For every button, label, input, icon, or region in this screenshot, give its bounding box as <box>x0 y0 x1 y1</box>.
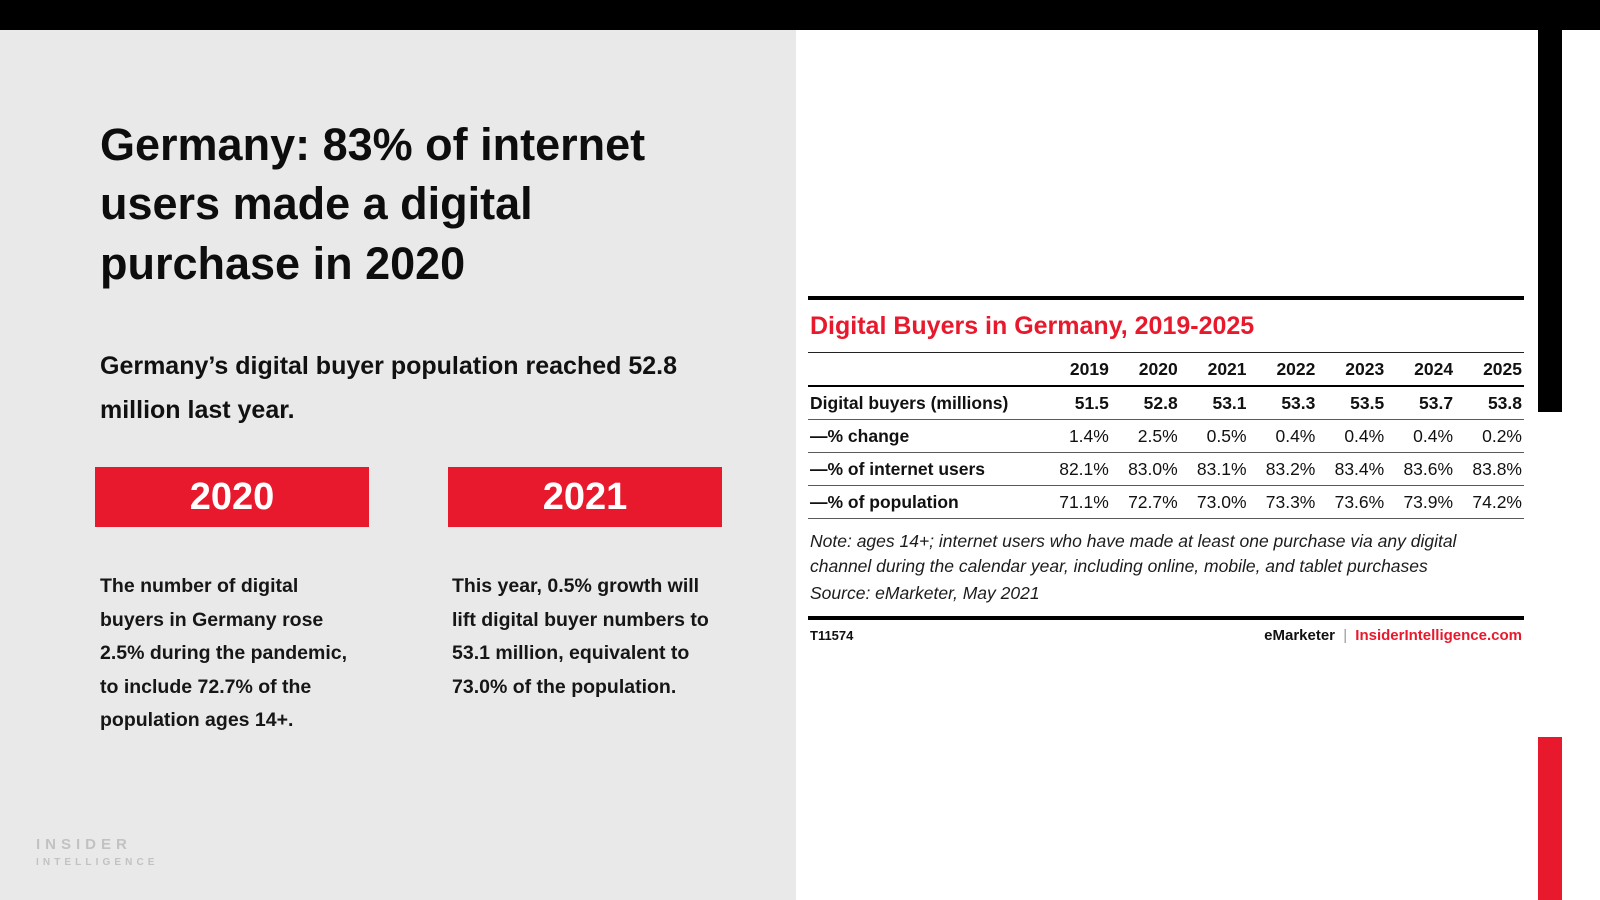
table-value-cell: 83.1% <box>1196 459 1247 479</box>
chart-title: Digital Buyers in Germany, 2019-2025 <box>808 300 1524 353</box>
badge-2020-description: The number of digital buyers in Germany … <box>100 575 348 732</box>
table-header-row: 2019 2020 2021 2022 2023 2024 2025 <box>808 353 1524 386</box>
table-value-cell: 73.6% <box>1334 492 1385 512</box>
subtitle: Germany’s digital buyer population reach… <box>100 352 678 424</box>
row-label: —% change <box>810 426 910 446</box>
page-title: Germany: 83% of internet users made a di… <box>100 119 646 289</box>
year-column-header: 2022 <box>1276 359 1316 379</box>
table-value-cell: 52.8 <box>1143 393 1178 413</box>
right-black-accent-strip <box>1538 0 1562 412</box>
table-value-cell: 73.9% <box>1403 492 1454 512</box>
chart-top-rule <box>808 296 1524 300</box>
table-value-cell: 2.5% <box>1137 426 1178 446</box>
table-value-cell: 1.4% <box>1068 426 1109 446</box>
table-body: Digital buyers (millions) 51.5 52.8 53.1 53.… <box>808 386 1524 519</box>
table-value-cell: 53.1 <box>1212 393 1247 413</box>
chart-container: Digital Buyers in Germany, 2019-2025 201… <box>808 296 1524 644</box>
table-value-cell: 73.0% <box>1196 492 1247 512</box>
year-column-header: 2021 <box>1207 359 1247 379</box>
year-badge-2020: 2020 <box>95 467 369 527</box>
chart-footer: T11574 eMarketer | InsiderIntelligence.c… <box>808 620 1524 644</box>
badge-2021-description: This year, 0.5% growth will lift digital… <box>452 575 709 698</box>
insider-intelligence-logo: INSIDER INTELLIGENCE <box>36 836 159 868</box>
logo-line-intelligence: INTELLIGENCE <box>36 857 159 868</box>
table-value-cell: 0.5% <box>1206 426 1247 446</box>
year-column-header: 2023 <box>1345 359 1385 379</box>
chart-source: Source: eMarketer, May 2021 <box>810 582 1040 603</box>
left-panel: Germany: 83% of internet users made a di… <box>0 30 796 900</box>
table-row: Digital buyers (millions) 51.5 52.8 53.1 53.… <box>808 386 1524 420</box>
table-value-cell: 0.2% <box>1482 426 1522 446</box>
table-value-cell: 0.4% <box>1344 426 1385 446</box>
chart-note: Note: ages 14+; internet users who have … <box>810 531 1457 576</box>
table-row: —% change 1.4% 2.5% 0.5% 0.4% 0.4% 0.4% 0.2% <box>808 420 1524 453</box>
table-value-cell: 72.7% <box>1128 492 1178 512</box>
row-label: —% of population <box>810 492 959 512</box>
table-value-cell: 83.8% <box>1472 459 1522 479</box>
table-value-cell: 83.0% <box>1128 459 1178 479</box>
year-column-header: 2020 <box>1138 359 1178 379</box>
table-value-cell: 73.3% <box>1265 492 1316 512</box>
table-value-cell: 74.2% <box>1472 492 1522 512</box>
top-black-bar <box>0 0 1600 30</box>
logo-line-insider: INSIDER <box>36 836 132 853</box>
table-corner-cell <box>808 353 1042 386</box>
table-value-cell: 51.5 <box>1074 393 1109 413</box>
table-value-cell: 71.1% <box>1059 492 1109 512</box>
row-label: Digital buyers (millions) <box>810 393 1009 413</box>
chart-id: T11574 <box>810 627 854 643</box>
digital-buyers-table: 2019 2020 2021 2022 2023 2024 2025 Digital buy… <box>808 353 1524 519</box>
table-value-cell: 0.4% <box>1275 426 1316 446</box>
table-value-cell: 53.5 <box>1350 393 1385 413</box>
table-value-cell: 0.4% <box>1413 426 1454 446</box>
year-column-header: 2025 <box>1483 359 1522 379</box>
brand-pipe: | <box>1343 626 1348 644</box>
brand-site-link: InsiderIntelligence.com <box>1355 626 1522 644</box>
table-value-cell: 53.8 <box>1487 393 1522 413</box>
table-value-cell: 83.6% <box>1403 459 1454 479</box>
year-column-header: 2019 <box>1069 359 1109 379</box>
year-column-header: 2024 <box>1414 359 1454 379</box>
right-red-accent-strip <box>1538 737 1562 900</box>
table-value-cell: 53.7 <box>1419 393 1454 413</box>
year-badge-2021: 2021 <box>448 467 722 527</box>
table-row: —% of internet users 82.1% 83.0% 83.1% 83.2%… <box>808 453 1524 486</box>
table-value-cell: 53.3 <box>1281 393 1316 413</box>
table-value-cell: 83.2% <box>1265 459 1316 479</box>
table-value-cell: 83.4% <box>1334 459 1385 479</box>
table-row: —% of population 71.1% 72.7% 73.0% 73.3% 73.6… <box>808 486 1524 519</box>
brand-emarketer: eMarketer <box>1264 626 1336 644</box>
brand-line: eMarketer | InsiderIntelligence.com <box>1264 627 1522 644</box>
chart-bottom-rule <box>808 615 1524 620</box>
table-value-cell: 82.1% <box>1059 459 1109 479</box>
row-label: —% of internet users <box>810 459 986 479</box>
